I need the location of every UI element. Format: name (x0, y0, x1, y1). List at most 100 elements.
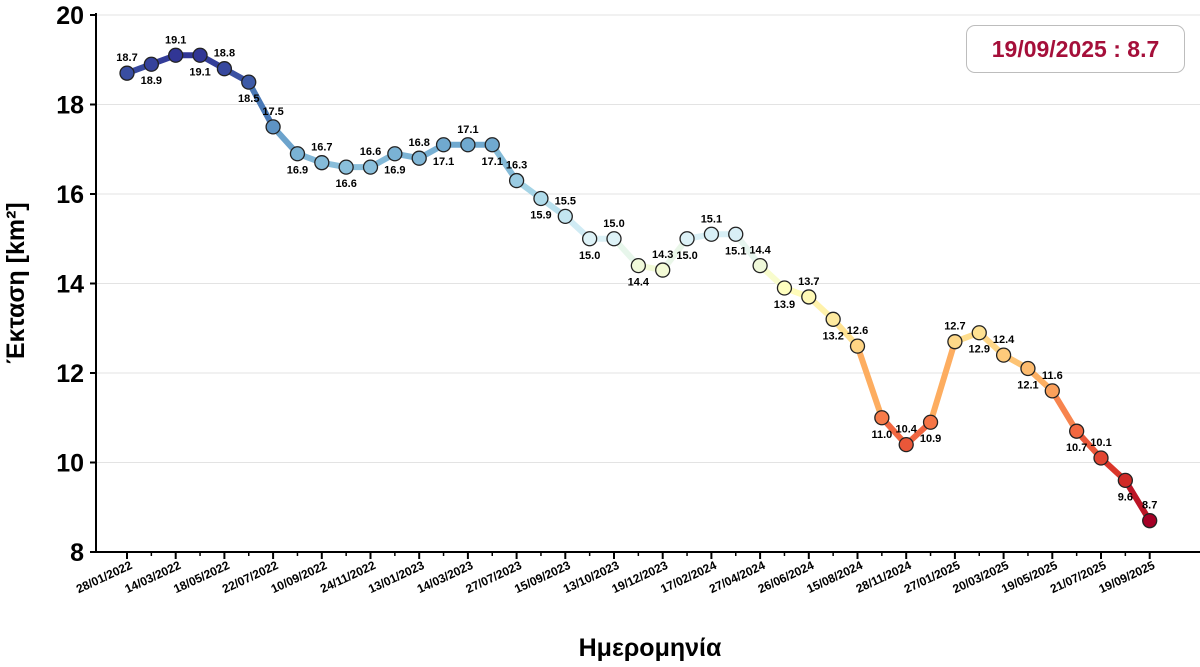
data-point (533, 190, 549, 207)
data-label: 15.1 (725, 245, 746, 257)
data-point (971, 325, 987, 341)
data-label: 17.1 (482, 156, 503, 168)
data-point (338, 159, 354, 175)
data-label: 15.1 (701, 213, 722, 225)
data-label: 12.9 (969, 344, 990, 356)
data-point (582, 231, 598, 247)
data-label: 12.6 (847, 325, 868, 337)
data-point (119, 65, 135, 81)
x-tick-label: 15/08/2024 (804, 558, 865, 596)
data-point (1093, 450, 1109, 466)
data-point (606, 231, 622, 247)
data-point (825, 311, 841, 327)
data-label: 10.1 (1090, 437, 1111, 449)
data-point (874, 410, 890, 426)
data-point (289, 146, 306, 162)
data-point (728, 226, 744, 242)
data-point (947, 334, 963, 350)
data-point (849, 338, 866, 354)
data-label: 13.9 (774, 299, 795, 311)
data-label: 18.7 (116, 52, 137, 64)
data-label: 18.9 (141, 75, 162, 87)
y-tick-label: 8 (70, 539, 84, 567)
data-point (703, 226, 720, 242)
x-axis-title: Ημερομηνία (579, 634, 722, 662)
last-value-annotation: 19/09/2025 : 8.7 (966, 25, 1185, 73)
data-label: 17.1 (433, 156, 454, 168)
data-point (655, 262, 671, 278)
data-point (557, 208, 573, 225)
y-tick-label: 20 (56, 2, 84, 30)
data-label: 12.7 (944, 321, 965, 333)
data-label: 15.0 (579, 250, 600, 262)
data-label: 16.6 (335, 178, 356, 190)
data-point (216, 61, 233, 77)
data-point (1142, 513, 1158, 529)
data-label: 15.9 (530, 209, 551, 221)
data-label: 11.0 (871, 429, 892, 441)
data-label: 10.7 (1066, 442, 1087, 454)
data-points (119, 47, 1158, 529)
data-point (508, 172, 525, 189)
data-point (314, 155, 330, 171)
data-label: 16.9 (287, 165, 308, 177)
data-label: 11.6 (1042, 370, 1063, 382)
data-point (752, 257, 768, 274)
data-label: 14.3 (652, 249, 673, 261)
data-label: 14.4 (628, 277, 650, 289)
x-tick-label: 10/09/2022 (269, 558, 330, 596)
data-label: 19.1 (189, 66, 210, 78)
data-point (801, 289, 817, 305)
data-point (776, 280, 793, 296)
data-label: 9.6 (1118, 491, 1133, 503)
data-label: 18.8 (214, 48, 235, 60)
data-point (1020, 360, 1036, 377)
data-label: 17.1 (457, 124, 478, 136)
line-segment (927, 338, 958, 426)
data-labels: 18.718.919.119.118.818.517.516.916.716.6… (116, 34, 1157, 511)
data-label: 17.5 (262, 106, 283, 118)
y-tick-label: 10 (56, 450, 84, 478)
y-tick-label: 14 (56, 271, 84, 299)
grid-lines (96, 14, 1200, 553)
line-segment (245, 79, 277, 130)
data-point (143, 56, 160, 72)
data-label: 16.7 (311, 142, 332, 154)
data-label: 19.1 (165, 34, 186, 46)
data-point (387, 146, 403, 162)
data-label: 16.6 (360, 146, 381, 158)
data-point (922, 414, 939, 430)
data-label: 18.5 (238, 93, 259, 105)
data-point (192, 47, 208, 63)
data-label: 16.3 (506, 160, 527, 172)
line-segment (854, 343, 885, 421)
line-segment (1122, 477, 1153, 524)
data-point (241, 74, 257, 90)
data-point (411, 150, 427, 166)
data-point (362, 159, 379, 175)
x-tick-label: 19/09/2025 (1097, 558, 1158, 596)
data-point (898, 436, 914, 453)
y-tick-label: 18 (56, 92, 84, 120)
data-label: 15.5 (555, 195, 576, 207)
data-label: 12.1 (1017, 380, 1038, 392)
data-point (435, 137, 452, 153)
data-point (265, 119, 281, 135)
data-label: 15.0 (603, 218, 624, 230)
data-point (995, 347, 1012, 363)
data-point (460, 137, 476, 153)
axes: 810121416182028/01/202214/03/202218/05/2… (56, 2, 1200, 596)
data-label: 16.9 (384, 165, 405, 177)
data-label: 12.4 (993, 334, 1015, 346)
y-tick-label: 12 (56, 360, 84, 388)
data-label: 13.7 (798, 276, 819, 288)
data-point (630, 257, 646, 274)
data-point (1044, 383, 1060, 399)
data-point (1069, 423, 1085, 439)
y-tick-label: 16 (56, 181, 84, 209)
data-point (1117, 472, 1133, 489)
line-segment (1049, 387, 1080, 435)
last-value-annotation-text: 19/09/2025 : 8.7 (991, 35, 1160, 62)
data-point (679, 231, 695, 247)
